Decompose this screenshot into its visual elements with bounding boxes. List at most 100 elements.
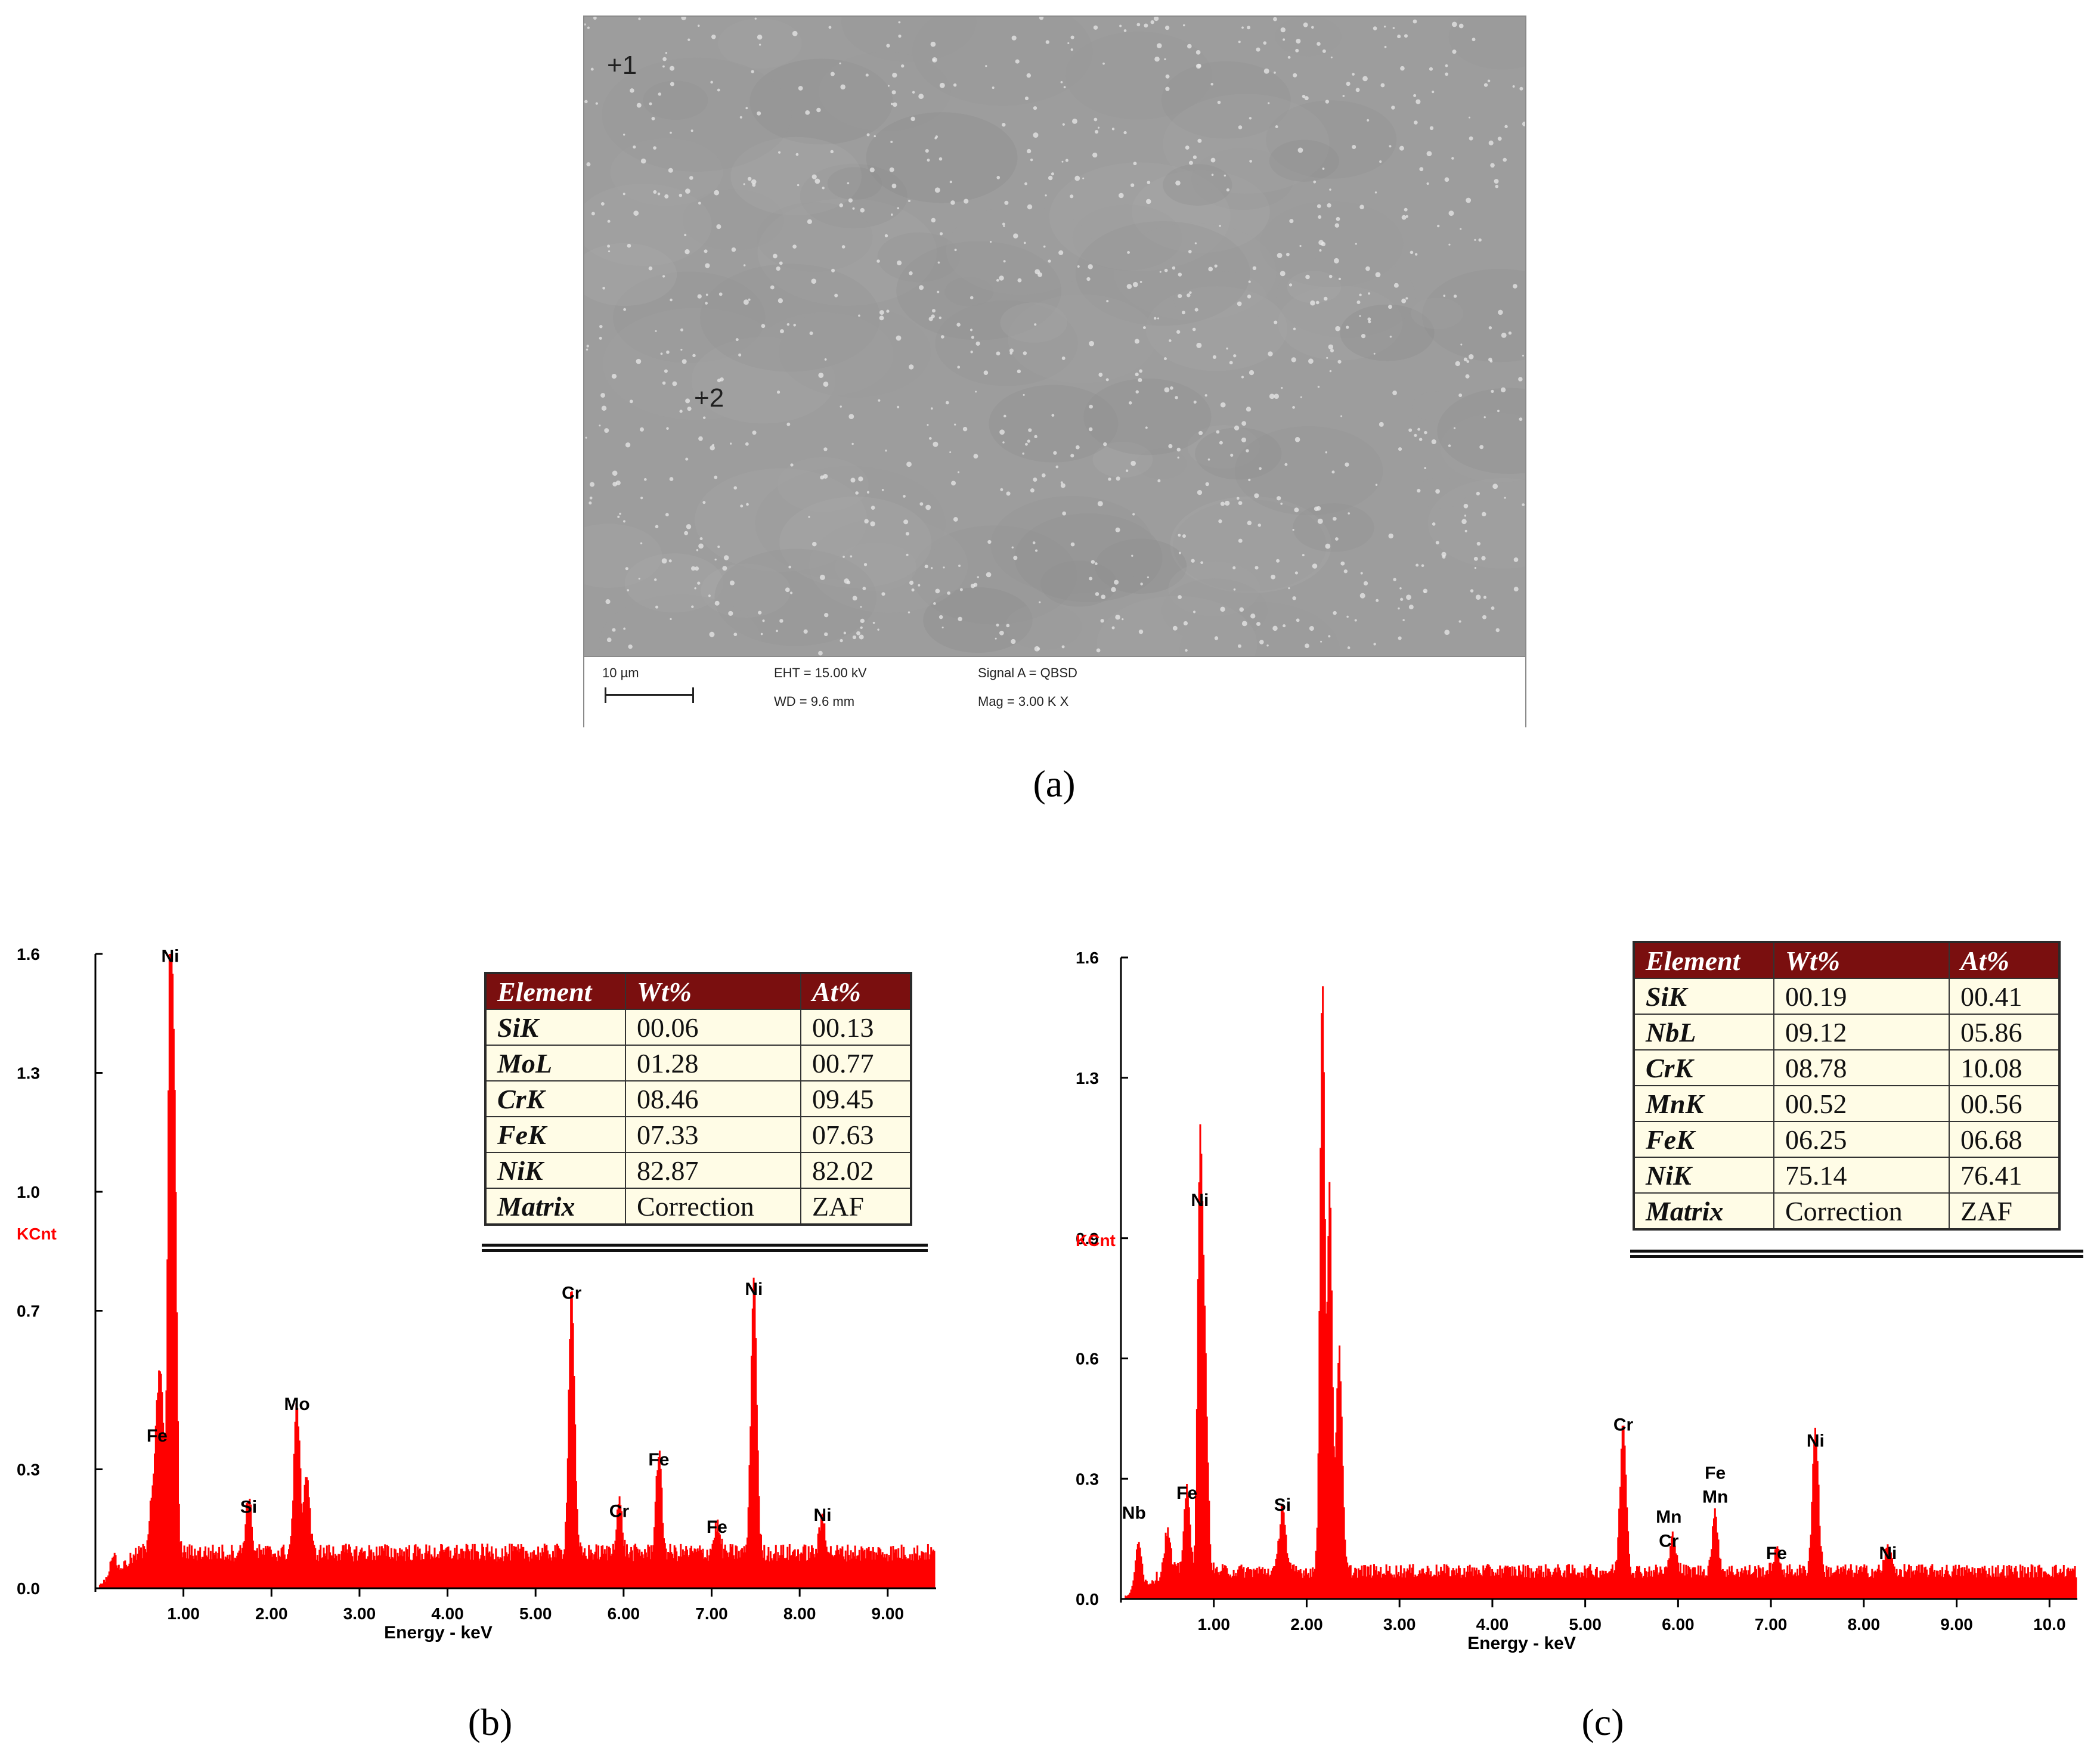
sem-precipitate — [717, 379, 721, 383]
sem-precipitate — [593, 17, 597, 20]
sem-precipitate — [622, 134, 625, 136]
sem-precipitate — [1088, 427, 1093, 432]
sem-precipitate — [709, 631, 715, 637]
sem-precipitate — [1189, 291, 1192, 295]
sem-precipitate — [1033, 478, 1037, 482]
sem-precipitate — [1329, 188, 1331, 191]
y-tick-label: 0.0 — [1076, 1590, 1099, 1609]
sem-precipitate — [1519, 86, 1523, 91]
sem-precipitate — [1070, 194, 1074, 199]
sem-precipitate — [996, 176, 1001, 179]
sem-precipitate — [1312, 563, 1318, 569]
sem-grain — [1145, 286, 1288, 371]
sem-precipitate — [1320, 640, 1322, 643]
cell-wt: 01.28 — [625, 1045, 801, 1081]
sem-precipitate — [1379, 422, 1384, 427]
sem-precipitate — [1259, 640, 1264, 644]
sem-precipitate — [1115, 614, 1120, 620]
sem-precipitate — [834, 293, 838, 298]
sem-precipitate — [679, 410, 683, 413]
sem-precipitate — [1247, 26, 1251, 30]
sem-precipitate — [1075, 445, 1080, 450]
sem-precipitate — [962, 426, 968, 432]
sem-precipitate — [1159, 271, 1161, 273]
sem-precipitate — [1451, 157, 1454, 160]
sem-precipitate — [1330, 56, 1333, 58]
sem-precipitate — [1139, 281, 1142, 283]
sem-precipitate — [1458, 23, 1464, 29]
sem-precipitate — [1023, 241, 1026, 244]
sem-precipitate — [1336, 216, 1340, 221]
sem-precipitate — [1445, 64, 1448, 67]
sem-precipitate — [1220, 402, 1226, 408]
sem-precipitate — [682, 359, 687, 364]
sem-precipitate — [1263, 68, 1269, 74]
sem-precipitate — [860, 618, 865, 624]
sem-precipitate — [1294, 507, 1299, 513]
sem-precipitate — [1362, 76, 1368, 82]
sem-precipitate — [958, 564, 961, 567]
sem-precipitate — [654, 578, 657, 581]
sem-precipitate — [1263, 41, 1267, 45]
sem-precipitate — [612, 482, 618, 486]
sem-precipitate — [1292, 529, 1294, 531]
sem-grain — [612, 271, 766, 363]
sem-grain — [1170, 496, 1332, 593]
x-tick-label: 3.00 — [1383, 1615, 1416, 1634]
sem-precipitate — [1309, 626, 1314, 631]
sem-precipitate — [778, 298, 783, 303]
scale-bar — [605, 687, 694, 703]
sem-precipitate — [1474, 238, 1476, 241]
sem-grain — [610, 138, 723, 206]
sem-grain — [989, 385, 1119, 463]
sem-precipitate — [1445, 72, 1448, 76]
sem-precipitate — [1283, 38, 1286, 41]
y-tick-label: 1.3 — [1076, 1069, 1099, 1087]
sem-precipitate — [751, 179, 757, 185]
x-tick-label: 8.00 — [1848, 1615, 1881, 1634]
cell-wt: 00.52 — [1773, 1085, 1950, 1122]
sem-precipitate — [1205, 482, 1209, 486]
sem-precipitate — [808, 516, 810, 518]
table-row: SiK 00.19 00.41 — [1633, 978, 2060, 1015]
peak-label: Fe — [1766, 1544, 1787, 1563]
sem-precipitate — [1060, 483, 1066, 488]
sem-precipitate — [1259, 467, 1262, 470]
mag-value: Mag = 3.00 K X — [978, 694, 1069, 709]
sem-precipitate — [1122, 618, 1124, 621]
sem-precipitate — [1045, 194, 1047, 197]
cell-element: Matrix — [1633, 1192, 1774, 1230]
peak-label: Cr — [609, 1501, 630, 1521]
sem-precipitate — [625, 442, 631, 448]
sem-precipitate — [1288, 587, 1290, 590]
sem-precipitate — [1249, 160, 1252, 163]
sem-precipitate — [1483, 83, 1488, 87]
sem-precipitate — [1318, 215, 1322, 219]
sem-precipitate — [1094, 117, 1098, 122]
sem-precipitate — [1295, 48, 1299, 52]
sem-precipitate — [627, 243, 631, 248]
sem-grain — [1005, 603, 1082, 650]
sem-precipitate — [1111, 587, 1116, 593]
sem-precipitate — [1229, 361, 1233, 365]
sem-grain — [1411, 298, 1464, 330]
sem-precipitate — [811, 174, 817, 179]
sem-precipitate — [1210, 82, 1213, 86]
sem-precipitate — [735, 338, 739, 342]
x-axis-label: Energy - keV — [1467, 1634, 1576, 1653]
sem-precipitate — [657, 192, 661, 196]
sem-precipitate — [607, 219, 611, 223]
sem-precipitate — [1092, 152, 1098, 158]
sem-precipitate — [939, 157, 943, 161]
sem-precipitate — [1192, 327, 1196, 331]
sem-precipitate — [1308, 358, 1314, 364]
sem-precipitate — [1328, 635, 1331, 638]
sem-precipitate — [1345, 462, 1349, 467]
sem-precipitate — [1343, 569, 1348, 574]
x-tick-label: 10.0 — [2033, 1615, 2066, 1634]
peak-label: Nb — [1122, 1504, 1146, 1523]
sem-precipitate — [823, 447, 828, 451]
sem-precipitate — [1103, 442, 1107, 447]
sem-precipitate — [1165, 74, 1170, 79]
sem-precipitate — [1470, 589, 1474, 593]
